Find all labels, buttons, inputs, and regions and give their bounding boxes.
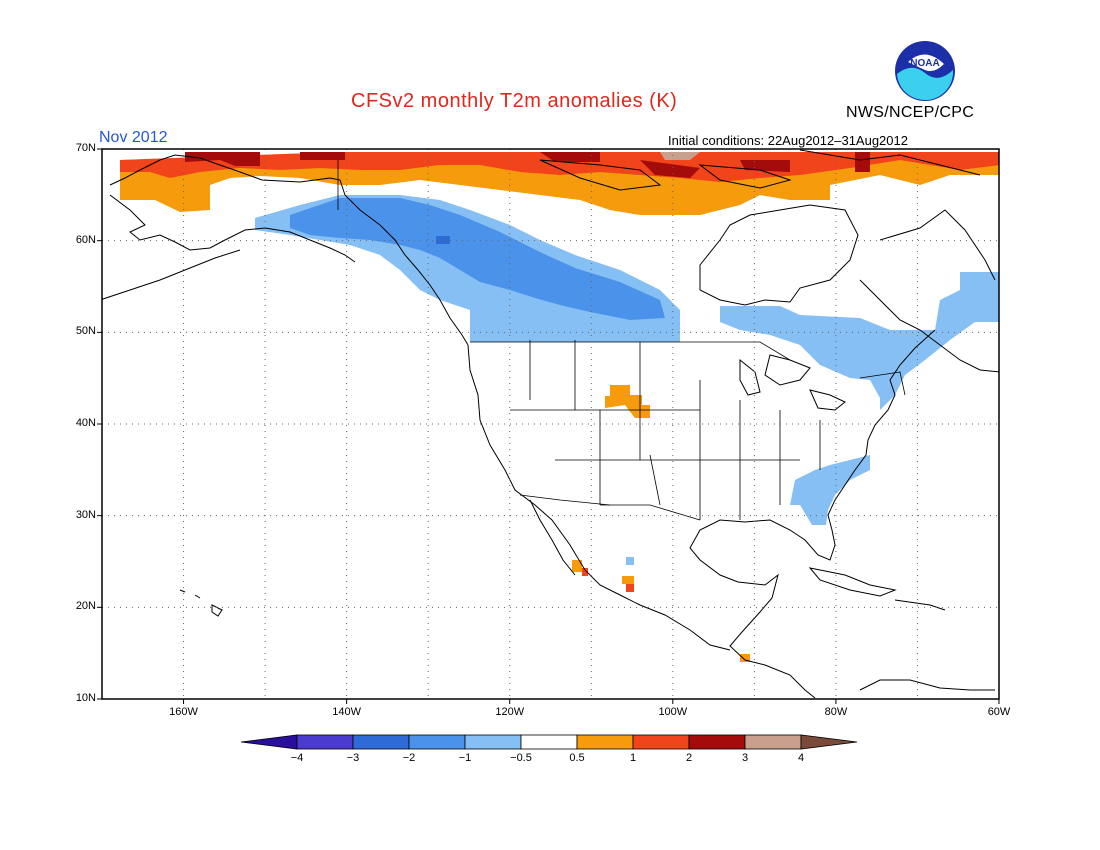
political-borders [337,160,906,521]
colorbar-low-arrow [240,734,298,750]
lat-label: 30N [75,508,96,521]
eastern-canada-cool-region [720,272,999,410]
colorbar-swatch [632,734,690,750]
lon-label: 120W [495,706,525,718]
colorbar-swatch [408,734,466,750]
wyoming-warm-region [605,385,650,418]
colorbar-tick-label: 4 [797,752,805,764]
colorbar-tick-label: 0.5 [569,752,585,764]
colorbar-tick-label: −0.5 [510,752,532,764]
anomaly-fills [120,152,999,662]
lon-label: 60W [987,706,1011,718]
map-title: CFSv2 monthly T2m anomalies (K) [351,90,678,112]
colorbar-swatch [576,734,634,750]
coastlines [102,149,999,699]
colorbar-tick-label: 3 [741,752,749,764]
axis-ticks [97,148,1000,704]
initial-conditions: Initial conditions: 22Aug2012–31Aug2012 [668,133,908,148]
lon-label: 80W [824,706,848,718]
colorbar-swatch [352,734,410,750]
colorbar-swatch [520,734,578,750]
colorbar-swatch [688,734,746,750]
lat-label: 70N [75,142,96,154]
agency-label: NWS/NCEP/CPC [846,104,975,121]
colorbar [240,734,858,750]
lon-label: 100W [658,706,688,718]
colorbar-tick-label: −2 [402,752,416,764]
colorbar-swatch [464,734,522,750]
colorbar-tick-label: 2 [685,752,693,764]
colorbar-tick-label: −1 [458,752,472,764]
colorbar-tick-label: −3 [346,752,360,764]
colorbar-high-arrow [800,734,858,750]
mexico-west-warm-region [572,557,750,662]
lat-label: 40N [75,417,96,429]
southeast-us-cool-region [790,455,870,525]
western-canada-cool-region [255,195,680,342]
lat-label: 60N [75,233,96,246]
colorbar-swatch [744,734,802,750]
lon-label: 140W [332,706,361,718]
lat-label: 10N [75,692,96,704]
forecast-month: Nov 2012 [99,129,168,146]
colorbar-tick-label: −4 [290,752,304,764]
colorbar-swatch [296,734,354,750]
lat-label: 20N [75,600,96,613]
lat-label: 50N [75,325,96,338]
alaska-north-warm-region [120,152,999,215]
noaa-logo-text: NOAA [910,58,939,69]
colorbar-tick-label: 1 [629,752,637,764]
graticule [102,149,999,699]
noaa-logo: NOAA [895,41,955,101]
lon-label: 160W [169,706,198,718]
